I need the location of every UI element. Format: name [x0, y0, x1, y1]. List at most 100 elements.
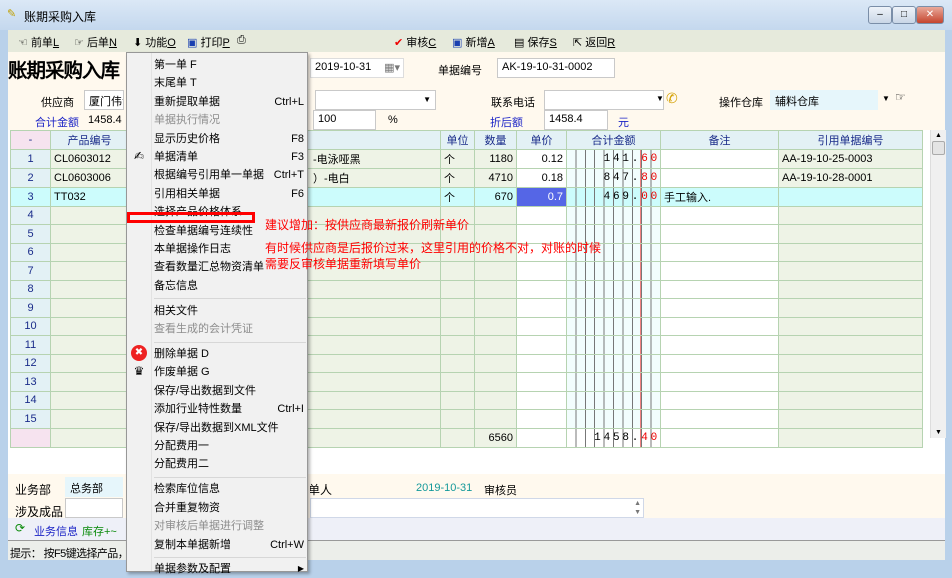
menu-item[interactable]: 合并重复物资 — [154, 499, 306, 517]
cell-remark[interactable] — [660, 335, 779, 355]
back-button[interactable]: ⇱ 返回R — [573, 37, 616, 49]
row-number[interactable]: 4 — [10, 205, 51, 225]
row-number[interactable]: 9 — [10, 298, 51, 318]
menu-item[interactable]: 查看生成的会计凭证 — [154, 320, 306, 338]
header-unit-price[interactable]: 单价 — [516, 130, 567, 150]
spin-icon[interactable]: ▲ ▼ — [634, 500, 641, 516]
cell-quantity[interactable]: 670 — [474, 186, 517, 207]
cell-unit[interactable] — [440, 261, 475, 281]
after-discount-field[interactable]: 1458.4 — [544, 110, 608, 130]
cell-reference-no[interactable] — [778, 409, 923, 429]
menu-item[interactable]: 显示历史价格 F8 — [154, 130, 306, 148]
cell-product-code[interactable] — [50, 279, 129, 299]
cell-amount[interactable]: 847.80 — [566, 167, 661, 188]
cell-amount[interactable] — [566, 242, 661, 262]
cell-quantity[interactable] — [474, 205, 517, 225]
cell-quantity[interactable] — [474, 409, 517, 429]
scroll-up-icon[interactable]: ▲ — [935, 132, 942, 139]
cell-reference-no[interactable] — [778, 335, 923, 355]
header-reference-no[interactable]: 引用单据编号 — [778, 130, 923, 150]
menu-item[interactable]: 删除单据 D — [154, 345, 306, 363]
cell-unit-price[interactable] — [516, 335, 567, 355]
cell-remark[interactable] — [660, 205, 779, 225]
cell-reference-no[interactable] — [778, 242, 923, 262]
scroll-thumb[interactable] — [932, 141, 945, 155]
cell-quantity[interactable] — [474, 390, 517, 410]
cell-reference-no[interactable] — [778, 261, 923, 281]
cell-remark[interactable] — [660, 148, 779, 169]
cell-amount[interactable] — [566, 298, 661, 318]
cell-amount[interactable] — [566, 335, 661, 355]
cell-product-code[interactable] — [50, 224, 129, 244]
cell-product-code[interactable] — [50, 353, 129, 373]
cell-unit[interactable] — [440, 316, 475, 336]
cell-remark[interactable] — [660, 167, 779, 188]
cell-product-code[interactable] — [50, 409, 129, 429]
cell-reference-no[interactable] — [778, 279, 923, 299]
row-number[interactable]: 7 — [10, 261, 51, 281]
cell-amount[interactable] — [566, 353, 661, 373]
cell-remark[interactable] — [660, 372, 779, 392]
maximize-button[interactable]: □ — [892, 6, 916, 24]
print-button[interactable]: ▣ 打印P — [187, 37, 230, 49]
header-unit[interactable]: 单位 — [440, 130, 475, 150]
cell-unit-price[interactable] — [516, 224, 567, 244]
cell-reference-no[interactable] — [778, 372, 923, 392]
cell-amount[interactable] — [566, 224, 661, 244]
prev-button[interactable]: ☜ 前单L — [18, 37, 60, 49]
row-number[interactable]: 3 — [10, 186, 51, 207]
cell-amount[interactable]: 1458.40 — [566, 427, 661, 448]
pointer-hand-icon[interactable]: ☞ — [895, 90, 906, 104]
cell-remark[interactable] — [660, 353, 779, 373]
cell-quantity[interactable] — [474, 298, 517, 318]
print-preview-button[interactable]: ⎙ — [237, 34, 246, 47]
next-button[interactable]: ☞ 后单N — [74, 37, 117, 49]
cell-product-code[interactable] — [50, 316, 129, 336]
row-number[interactable]: 8 — [10, 279, 51, 299]
cell-unit[interactable] — [440, 335, 475, 355]
cell-amount[interactable] — [566, 372, 661, 392]
cell-remark[interactable] — [660, 279, 779, 299]
menu-item[interactable]: 备忘信息 — [154, 277, 306, 295]
doc-no-field[interactable]: AK-19-10-31-0002 — [497, 58, 615, 78]
cell-unit[interactable]: 个 — [440, 167, 475, 188]
dept-field[interactable]: 总务部 — [65, 477, 123, 497]
menu-item[interactable]: 末尾单 T — [154, 74, 306, 92]
menu-item[interactable]: 检查单据编号连续性 — [154, 222, 306, 240]
cell-product-code[interactable] — [50, 390, 129, 410]
cell-remark[interactable]: 手工输入. — [660, 186, 779, 207]
cell-unit[interactable] — [440, 298, 475, 318]
menu-item[interactable]: 查看数量汇总物资清单 — [154, 258, 306, 276]
cell-amount[interactable]: 141.60 — [566, 148, 661, 169]
menu-item[interactable]: 单据参数及配置 ▶ — [154, 560, 306, 578]
cell-quantity[interactable] — [474, 224, 517, 244]
menu-item[interactable]: 单据执行情况 — [154, 111, 306, 129]
cell-unit-price[interactable]: 0.7 — [516, 186, 567, 207]
cell-remark[interactable] — [660, 390, 779, 410]
cell-unit-price[interactable] — [516, 298, 567, 318]
row-number[interactable]: 12 — [10, 353, 51, 373]
cell-remark[interactable] — [660, 316, 779, 336]
cell-reference-no[interactable] — [778, 316, 923, 336]
minimize-button[interactable]: – — [868, 6, 892, 24]
cell-unit-price[interactable] — [516, 353, 567, 373]
cell-reference-no[interactable]: AA-19-10-25-0003 — [778, 148, 923, 169]
table-row[interactable]: 5 — [10, 224, 923, 244]
cell-unit-price[interactable]: 0.12 — [516, 148, 567, 169]
cell-quantity[interactable] — [474, 316, 517, 336]
header-remark[interactable]: 备注 — [660, 130, 779, 150]
cell-product-code[interactable] — [50, 261, 129, 281]
row-number[interactable]: 13 — [10, 372, 51, 392]
menu-item[interactable]: 保存/导出数据到文件 — [154, 382, 306, 400]
header-product-code[interactable]: 产品编号 — [50, 130, 129, 150]
cell-amount[interactable] — [566, 409, 661, 429]
cell-amount[interactable] — [566, 205, 661, 225]
cell-unit[interactable] — [440, 372, 475, 392]
cell-unit-price[interactable]: 0.18 — [516, 167, 567, 188]
menu-item[interactable]: 对审核后单据进行调整 — [154, 517, 306, 535]
cell-unit[interactable] — [440, 242, 475, 262]
cell-remark[interactable] — [660, 409, 779, 429]
menu-item[interactable]: 重新提取单据 Ctrl+L — [154, 93, 306, 111]
row-number[interactable]: 1 — [10, 148, 51, 169]
cell-reference-no[interactable]: AA-19-10-28-0001 — [778, 167, 923, 188]
